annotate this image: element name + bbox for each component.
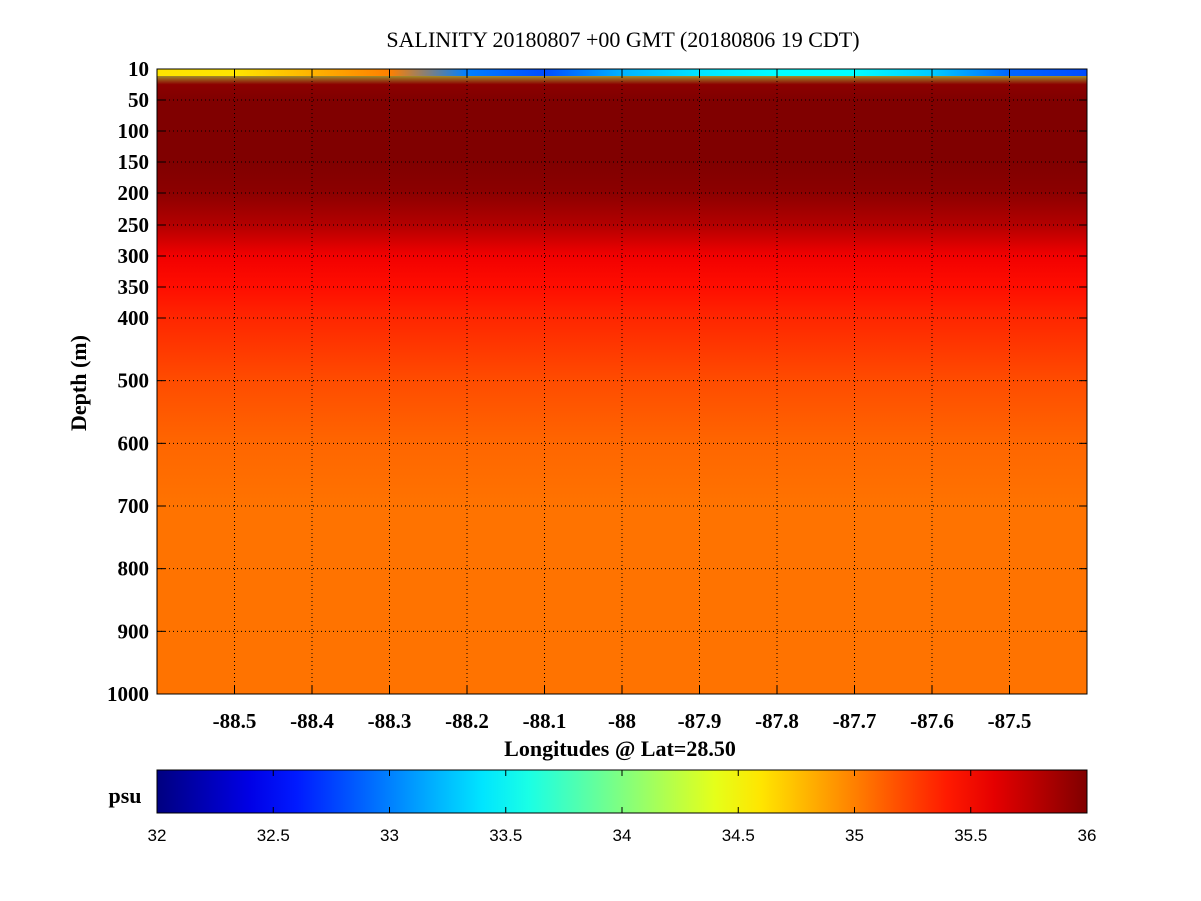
y-axis-label: Depth (m) [66, 335, 91, 431]
y-tick-label: 500 [118, 369, 150, 393]
colorbar-ticks: 32 32.5 33 33.5 34 34.5 35 35.5 36 [148, 770, 1097, 845]
colorbar-tick-label: 34.5 [722, 826, 755, 845]
y-tick-label: 100 [118, 119, 150, 143]
y-axis: 10 50 100 150 200 250 300 350 400 500 600 700 800 900… [107, 57, 1087, 706]
colorbar-tick-label: 36 [1078, 826, 1097, 845]
y-tick-label: 800 [118, 557, 150, 581]
y-tick-label: 600 [118, 431, 150, 455]
colorbar: 32 32.5 33 33.5 34 34.5 35 35.5 36 psu [108, 769, 1097, 845]
colorbar-label: psu [108, 783, 141, 808]
x-tick-label: -87.6 [910, 709, 954, 733]
x-tick-label: -88.1 [523, 709, 567, 733]
y-tick-label: 400 [118, 306, 150, 330]
y-tick-label: 700 [118, 494, 150, 518]
y-tick-label: 900 [118, 619, 150, 643]
plot-area [156, 68, 1088, 695]
colorbar-tick-label: 35.5 [954, 826, 987, 845]
x-axis: -88.5 -88.4 -88.3 -88.2 -88.1 -88 -87.9 -87.8 -8… [213, 69, 1032, 733]
x-tick-label: -88 [608, 709, 636, 733]
colorbar-tick-label: 32 [148, 826, 167, 845]
y-tick-label: 350 [118, 275, 150, 299]
y-tick-label: 250 [118, 213, 150, 237]
y-tick-label: 10 [128, 57, 149, 81]
y-tick-label: 300 [118, 244, 150, 268]
x-tick-label: -88.4 [290, 709, 334, 733]
x-tick-label: -87.8 [755, 709, 799, 733]
x-tick-label: -88.2 [445, 709, 489, 733]
colorbar-tick-label: 34 [613, 826, 632, 845]
y-tick-label: 200 [118, 181, 150, 205]
x-tick-label: -88.5 [213, 709, 257, 733]
chart-title: SALINITY 20180807 +00 GMT (20180806 19 C… [386, 27, 859, 52]
colorbar-tick-label: 33.5 [489, 826, 522, 845]
colorbar-tick-label: 33 [380, 826, 399, 845]
x-tick-label: -87.9 [678, 709, 722, 733]
y-tick-label: 1000 [107, 682, 149, 706]
y-tick-label: 50 [128, 88, 149, 112]
x-tick-label: -87.5 [988, 709, 1032, 733]
x-axis-label: Longitudes @ Lat=28.50 [504, 736, 736, 761]
x-tick-label: -87.7 [833, 709, 877, 733]
colorbar-gradient [156, 769, 1088, 814]
grid-lines [157, 69, 1087, 694]
y-tick-label: 150 [118, 150, 150, 174]
colorbar-tick-label: 35 [845, 826, 864, 845]
x-tick-label: -88.3 [368, 709, 412, 733]
colorbar-tick-label: 32.5 [257, 826, 290, 845]
